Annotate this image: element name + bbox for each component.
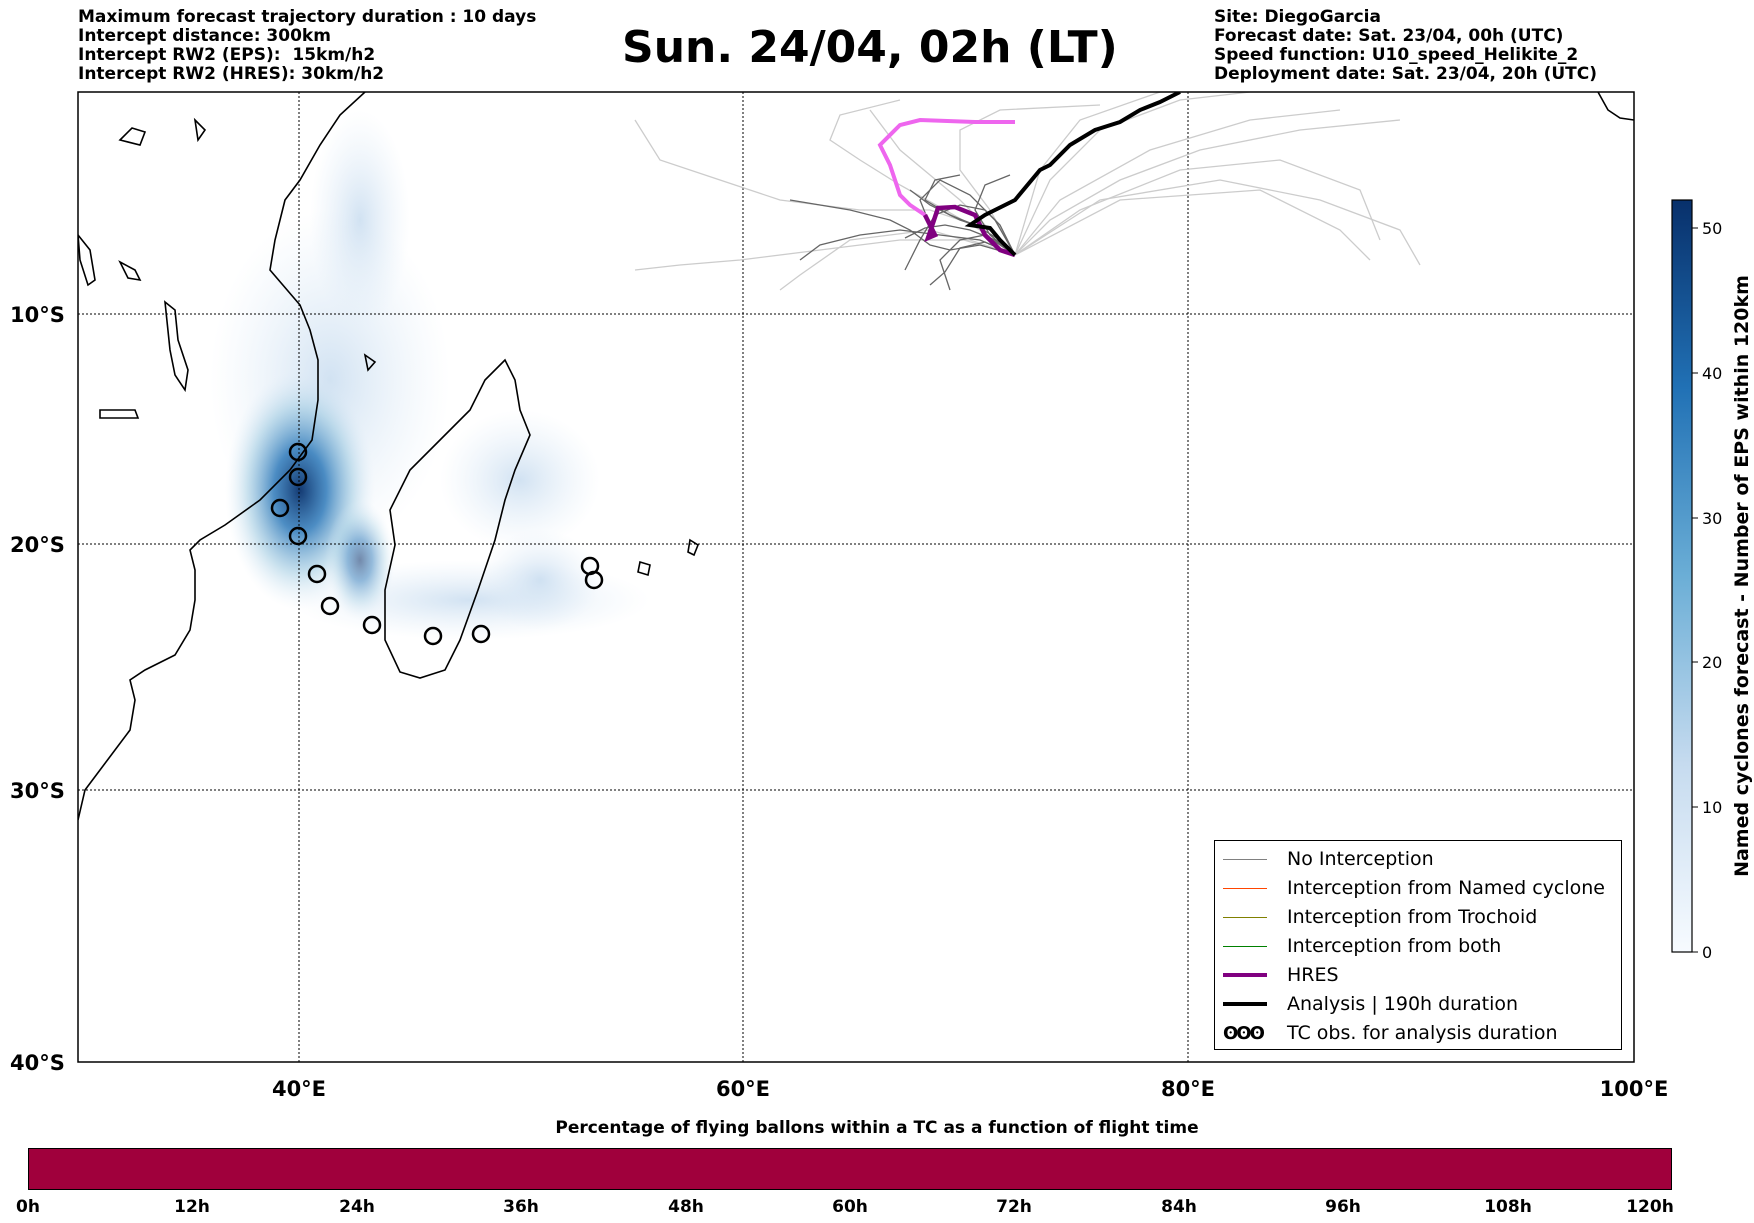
graticule bbox=[78, 92, 1634, 1062]
tc-obs-marker bbox=[288, 526, 308, 546]
flight-time-bar-title: Percentage of flying ballons within a TC… bbox=[555, 1118, 1199, 1138]
tc-obs-marker bbox=[270, 498, 290, 518]
lat-label-10s: 10°S bbox=[10, 303, 65, 327]
cbar-tick-30: 30 bbox=[1702, 509, 1722, 528]
legend-item-named-cyclone: Interception from Named cyclone bbox=[1223, 874, 1605, 902]
bar-tick-84h: 84h bbox=[1161, 1197, 1197, 1217]
param-line-1: Maximum forecast trajectory duration : 1… bbox=[78, 7, 537, 27]
tc-obs-marker bbox=[584, 570, 604, 590]
map-title: Sun. 24/04, 02h (LT) bbox=[622, 22, 1118, 73]
site-parameters: Site: DiegoGarcia Forecast date: Sat. 23… bbox=[1214, 8, 1597, 84]
legend-swatch-analysis bbox=[1223, 1002, 1267, 1006]
tc-obs-icon: ʘʘʘ bbox=[1223, 1022, 1265, 1044]
bar-tick-108h: 108h bbox=[1484, 1197, 1532, 1217]
site-line-2: Forecast date: Sat. 23/04, 00h (UTC) bbox=[1214, 26, 1564, 46]
bar-tick-0h: 0h bbox=[16, 1197, 40, 1217]
lon-label-60e: 60°E bbox=[716, 1077, 770, 1101]
legend-label: No Interception bbox=[1287, 848, 1434, 870]
africa-coast bbox=[78, 92, 366, 821]
bar-tick-48h: 48h bbox=[668, 1197, 704, 1217]
eps-density-field bbox=[210, 110, 650, 640]
legend-swatch-both bbox=[1223, 945, 1267, 947]
tc-obs-marker bbox=[288, 442, 308, 462]
legend-swatch-named-cyclone bbox=[1223, 887, 1267, 889]
bar-tick-24h: 24h bbox=[339, 1197, 375, 1217]
cbar-tick-20: 20 bbox=[1702, 653, 1722, 672]
map-legend: No Interception Interception from Named … bbox=[1214, 840, 1622, 1050]
cbar-tick-10: 10 bbox=[1702, 798, 1722, 817]
lat-label-30s: 30°S bbox=[10, 779, 65, 803]
flight-time-bar bbox=[28, 1148, 1672, 1190]
site-line-4: Deployment date: Sat. 23/04, 20h (UTC) bbox=[1214, 64, 1598, 84]
cbar-tick-0: 0 bbox=[1702, 943, 1712, 962]
legend-label: Analysis | 190h duration bbox=[1287, 993, 1519, 1015]
legend-item-analysis: Analysis | 190h duration bbox=[1223, 990, 1518, 1018]
hres-trajectory-recent bbox=[922, 204, 1016, 258]
tc-obs-marker bbox=[423, 626, 443, 646]
colorbar-label: Named cyclones forecast - Number of EPS … bbox=[1731, 275, 1753, 877]
forecast-parameters: Maximum forecast trajectory duration : 1… bbox=[78, 8, 536, 84]
cbar-tick-40: 40 bbox=[1702, 364, 1722, 383]
legend-item-both: Interception from both bbox=[1223, 932, 1501, 960]
tc-obs-marker bbox=[320, 596, 340, 616]
hres-trajectory bbox=[877, 117, 1015, 217]
param-line-4: Intercept RW2 (HRES): 30km/h2 bbox=[78, 64, 385, 84]
tc-observations bbox=[270, 442, 604, 646]
density-colorbar bbox=[1671, 199, 1693, 953]
bar-tick-60h: 60h bbox=[832, 1197, 868, 1217]
legend-item-tc-obs: ʘʘʘ TC obs. for analysis duration bbox=[1223, 1019, 1558, 1047]
legend-label: Interception from Named cyclone bbox=[1287, 877, 1605, 899]
legend-swatch-no-interception bbox=[1223, 858, 1267, 860]
site-line-3: Speed function: U10_speed_Helikite_2 bbox=[1214, 45, 1579, 65]
tc-obs-marker bbox=[471, 624, 491, 644]
lon-label-40e: 40°E bbox=[272, 1077, 326, 1101]
analysis-trajectory bbox=[964, 92, 1181, 257]
legend-label: Interception from Trochoid bbox=[1287, 906, 1538, 928]
tc-obs-marker bbox=[307, 564, 327, 584]
madagascar-coast bbox=[384, 358, 531, 679]
colorbar-ticks: 0 10 20 30 40 50 bbox=[1692, 219, 1722, 962]
legend-item-no-interception: No Interception bbox=[1223, 845, 1434, 873]
legend-swatch-hres bbox=[1223, 973, 1267, 977]
legend-item-trochoid: Interception from Trochoid bbox=[1223, 903, 1537, 931]
map-frame bbox=[77, 91, 1635, 1063]
legend-label: Interception from both bbox=[1287, 935, 1502, 957]
lon-label-100e: 100°E bbox=[1600, 1077, 1669, 1101]
legend-item-hres: HRES bbox=[1223, 961, 1339, 989]
legend-swatch-trochoid bbox=[1223, 916, 1267, 918]
tc-obs-marker bbox=[362, 615, 382, 635]
bar-tick-72h: 72h bbox=[996, 1197, 1032, 1217]
coastlines bbox=[78, 92, 1634, 821]
legend-label: TC obs. for analysis duration bbox=[1287, 1022, 1558, 1044]
lon-label-80e: 80°E bbox=[1161, 1077, 1215, 1101]
lake-coast bbox=[164, 300, 189, 393]
bar-tick-36h: 36h bbox=[503, 1197, 539, 1217]
tc-obs-marker bbox=[288, 467, 308, 487]
bar-tick-12h: 12h bbox=[174, 1197, 210, 1217]
bar-tick-120h: 120h bbox=[1626, 1197, 1674, 1217]
lat-label-40s: 40°S bbox=[10, 1051, 65, 1075]
cbar-tick-50: 50 bbox=[1702, 219, 1722, 238]
site-line-1: Site: DiegoGarcia bbox=[1214, 7, 1381, 27]
eps-trajectories bbox=[634, 92, 1421, 291]
param-line-3: Intercept RW2 (EPS): 15km/h2 bbox=[78, 45, 376, 65]
legend-label: HRES bbox=[1287, 964, 1339, 986]
bar-tick-96h: 96h bbox=[1325, 1197, 1361, 1217]
lat-label-20s: 20°S bbox=[10, 533, 65, 557]
param-line-2: Intercept distance: 300km bbox=[78, 26, 331, 46]
